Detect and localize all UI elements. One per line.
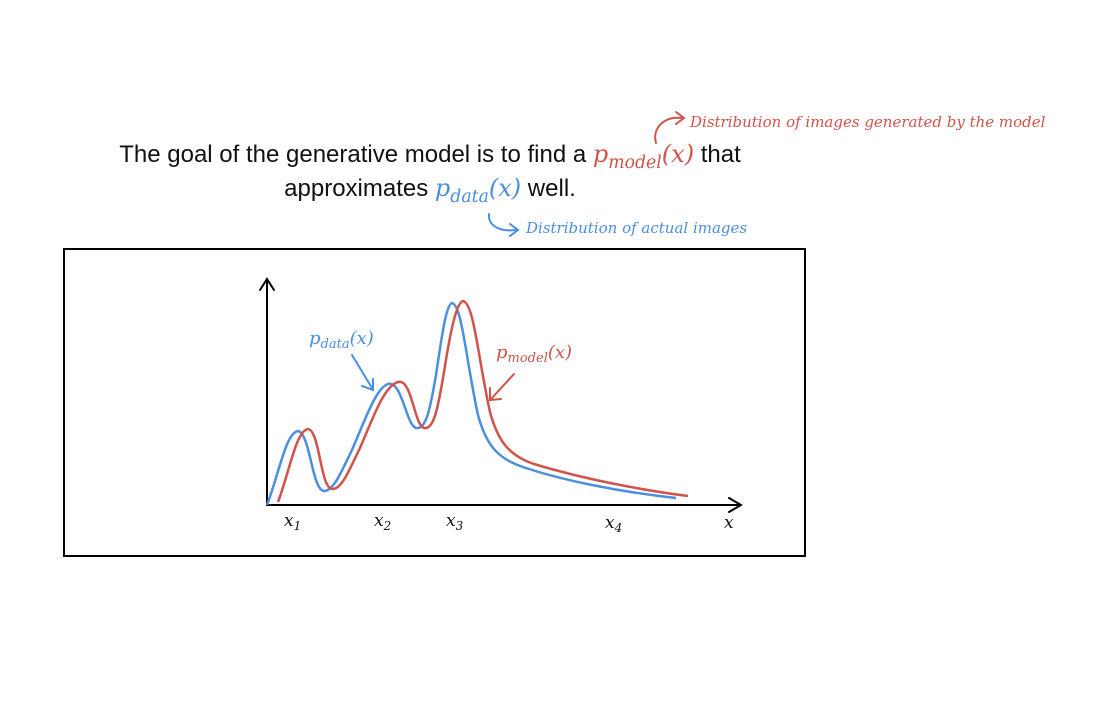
x-axis-arrowhead [728, 497, 743, 513]
headline-text-3: approximates [284, 175, 435, 202]
headline-text-1: The goal of the generative model is to f… [119, 141, 593, 168]
p-model-pointer-arrow [489, 373, 515, 402]
headline-line-1: The goal of the generative model is to f… [40, 138, 820, 180]
x-axis-label: x [724, 513, 734, 533]
p-data-arg: (x) [488, 174, 522, 202]
headline-text-4: well. [521, 175, 576, 202]
model-distribution-note: Distribution of images generated by the … [690, 113, 1046, 131]
p-data-pointer-arrow [351, 354, 374, 392]
headline-line-2: approximates pdata(x) well. [40, 172, 820, 214]
axes [259, 277, 743, 513]
p-model-arg: (x) [661, 140, 695, 168]
p-model-p: p [592, 140, 609, 168]
figure-frame [63, 248, 806, 557]
p-data-p: p [434, 174, 451, 202]
x-tick-label: x4 [605, 513, 622, 535]
x-tick-label: x1 [284, 511, 301, 533]
p-model-symbol: pmodel(x) [592, 140, 695, 173]
p-model-subscript: model [608, 153, 662, 174]
p-data-curve [265, 301, 677, 506]
p-data-label: pdata(x) [309, 328, 374, 352]
headline-text-2: that [694, 141, 741, 168]
p-data-subscript: data [450, 187, 489, 208]
y-axis-arrowhead [259, 277, 275, 291]
x-tick-label: x3 [446, 511, 464, 533]
p-model-label: pmodel(x) [496, 342, 572, 366]
x-tick-label: x2 [374, 511, 391, 533]
data-distribution-note: Distribution of actual images [526, 219, 748, 237]
p-model-curve [276, 299, 689, 503]
p-data-symbol: pdata(x) [434, 174, 522, 207]
